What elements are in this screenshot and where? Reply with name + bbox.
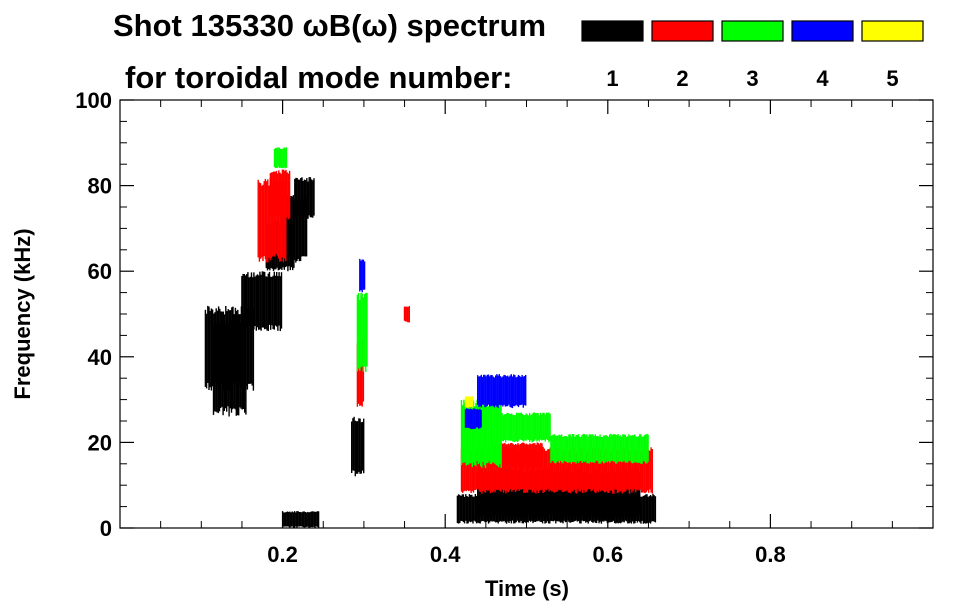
y-tick-label-20: 20 [88,430,112,455]
series-3-region-1 [273,147,288,169]
spectrum-marks [204,147,657,528]
legend-swatch-4 [791,20,854,42]
series-1-region-3 [241,271,283,332]
series-3 [273,147,649,469]
series-1-region-7 [281,511,320,528]
legend-swatch-2 [651,20,714,42]
axis-ticks: 0 20 40 60 80 100 0.2 0.4 0.6 0.8 [75,88,933,567]
legend-label-5: 5 [886,66,898,91]
legend-label-4: 4 [816,66,829,91]
series-4-region-2 [464,408,482,430]
y-tick-label-100: 100 [75,88,112,113]
legend: 1 2 3 4 5 [581,20,924,91]
plot-area: 0 20 40 60 80 100 0.2 0.4 0.6 0.8 [75,88,934,567]
series-3-region-2 [356,292,368,372]
series-5-region-1 [464,396,474,409]
chart-title-line2: for toroidal mode number: [125,60,513,95]
x-tick-label-0.4: 0.4 [430,542,461,567]
x-tick-label-0.8: 0.8 [755,542,786,567]
series-3-region-4 [501,412,551,443]
series-5 [464,396,474,409]
y-tick-label-80: 80 [88,174,112,199]
legend-swatch-5 [861,20,924,42]
series-4-region-1 [359,258,366,293]
series-2-region-4 [403,306,410,323]
legend-swatch-3 [721,20,784,42]
x-tick-label-0.6: 0.6 [593,542,624,567]
x-axis-title: Time (s) [485,576,569,601]
series-1-region-8 [351,416,365,477]
x-tick-label-0.2: 0.2 [267,542,298,567]
series-3-region-5 [550,433,649,464]
y-tick-label-60: 60 [88,259,112,284]
series-2-region-2 [269,169,291,220]
chart-title-line1: Shot 135330 ωB(ω) spectrum [113,8,546,43]
y-tick-label-0: 0 [100,516,112,541]
legend-swatch-1 [581,20,644,42]
y-tick-label-40: 40 [88,345,112,370]
legend-label-2: 2 [676,66,688,91]
series-4-region-3 [477,374,527,409]
series-1-region-2 [212,314,247,417]
legend-label-3: 3 [746,66,758,91]
series-4 [359,258,527,430]
y-axis-title: Frequency (kHz) [10,228,35,399]
legend-label-1: 1 [606,66,618,91]
